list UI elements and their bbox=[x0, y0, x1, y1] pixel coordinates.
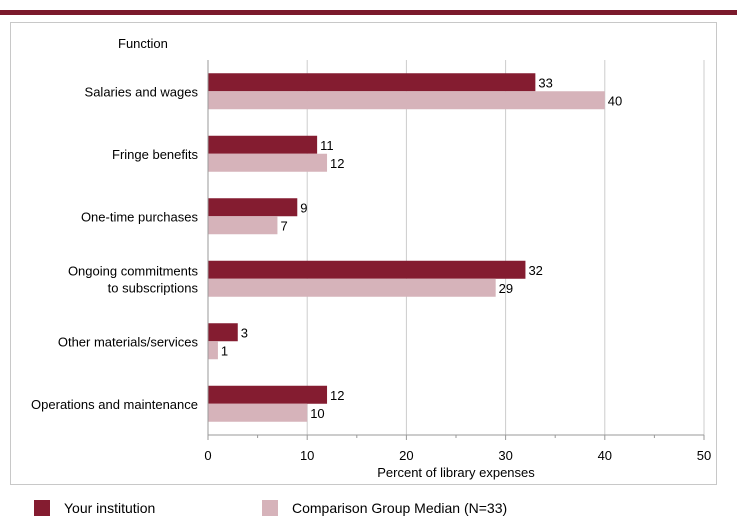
bar-salaries-and-wages-your-institution bbox=[208, 73, 536, 92]
x-tick-label-20: 20 bbox=[399, 448, 413, 463]
bar-ongoing-commitments-to-subscriptions-your-institution bbox=[208, 260, 526, 279]
value-label-fringe-benefits-comparison: 12 bbox=[330, 156, 344, 171]
legend-swatch-your-institution bbox=[34, 500, 50, 516]
category-label-one-time-purchases: One-time purchases bbox=[81, 209, 199, 224]
legend: Your institution Comparison Group Median… bbox=[34, 497, 724, 519]
category-label-ongoing-commitments-to-subscriptions: to subscriptions bbox=[108, 280, 199, 295]
bar-salaries-and-wages-comparison bbox=[208, 91, 605, 110]
category-label-ongoing-commitments-to-subscriptions: Ongoing commitments bbox=[68, 263, 199, 278]
header-rule bbox=[0, 10, 737, 15]
bar-other-materials-services-comparison bbox=[208, 341, 218, 360]
bar-one-time-purchases-your-institution bbox=[208, 198, 298, 217]
bars: 33 40 11 12 97 32 29 31 12 10 bbox=[208, 73, 622, 422]
value-label-other-materials-services-your-institution: 3 bbox=[241, 325, 248, 340]
category-label-salaries-and-wages: Salaries and wages bbox=[85, 84, 199, 99]
x-tick-label-10: 10 bbox=[300, 448, 314, 463]
bar-fringe-benefits-your-institution bbox=[208, 135, 318, 154]
bar-one-time-purchases-comparison bbox=[208, 216, 278, 235]
value-label-fringe-benefits-your-institution: 11 bbox=[320, 138, 334, 153]
value-label-one-time-purchases-comparison: 7 bbox=[280, 218, 287, 233]
value-label-salaries-and-wages-your-institution: 33 bbox=[538, 75, 552, 90]
bar-chart: Function 33 40 11 12 97 32 29 31 12 10 Salaries a… bbox=[31, 36, 711, 480]
category-label-operations-and-maintenance: Operations and maintenance bbox=[31, 397, 198, 412]
grid-lines bbox=[306, 60, 705, 435]
bar-other-materials-services-your-institution bbox=[208, 323, 238, 342]
value-label-salaries-and-wages-comparison: 40 bbox=[608, 93, 622, 108]
value-label-operations-and-maintenance-your-institution: 12 bbox=[330, 388, 344, 403]
x-tick-label-50: 50 bbox=[697, 448, 711, 463]
bar-operations-and-maintenance-comparison bbox=[208, 403, 308, 422]
x-axis: 0 10 20 30 40 50 bbox=[204, 60, 711, 463]
legend-label-your-institution: Your institution bbox=[64, 500, 156, 516]
bar-operations-and-maintenance-your-institution bbox=[208, 385, 328, 404]
category-label-other-materials-services: Other materials/services bbox=[58, 334, 199, 349]
value-label-operations-and-maintenance-comparison: 10 bbox=[310, 406, 324, 421]
category-labels: Salaries and wages Fringe benefits One-tim… bbox=[31, 84, 198, 412]
x-tick-label-0: 0 bbox=[204, 448, 211, 463]
category-label-fringe-benefits: Fringe benefits bbox=[112, 147, 198, 162]
legend-label-comparison-group: Comparison Group Median (N=33) bbox=[292, 500, 508, 516]
value-label-ongoing-commitments-to-subscriptions-your-institution: 32 bbox=[528, 263, 542, 278]
x-tick-label-40: 40 bbox=[598, 448, 612, 463]
chart-frame bbox=[10, 22, 717, 485]
bar-ongoing-commitments-to-subscriptions-comparison bbox=[208, 278, 496, 297]
value-label-ongoing-commitments-to-subscriptions-comparison: 29 bbox=[499, 281, 513, 296]
x-tick-label-30: 30 bbox=[498, 448, 512, 463]
value-label-one-time-purchases-your-institution: 9 bbox=[300, 200, 307, 215]
legend-item-your-institution: Your institution bbox=[34, 497, 155, 519]
value-label-other-materials-services-comparison: 1 bbox=[221, 343, 228, 358]
legend-swatch-comparison-group bbox=[262, 500, 278, 516]
legend-item-comparison-group: Comparison Group Median (N=33) bbox=[262, 497, 507, 519]
x-axis-title: Percent of library expenses bbox=[377, 465, 535, 480]
category-axis-title: Function bbox=[118, 36, 168, 51]
bar-fringe-benefits-comparison bbox=[208, 153, 328, 172]
